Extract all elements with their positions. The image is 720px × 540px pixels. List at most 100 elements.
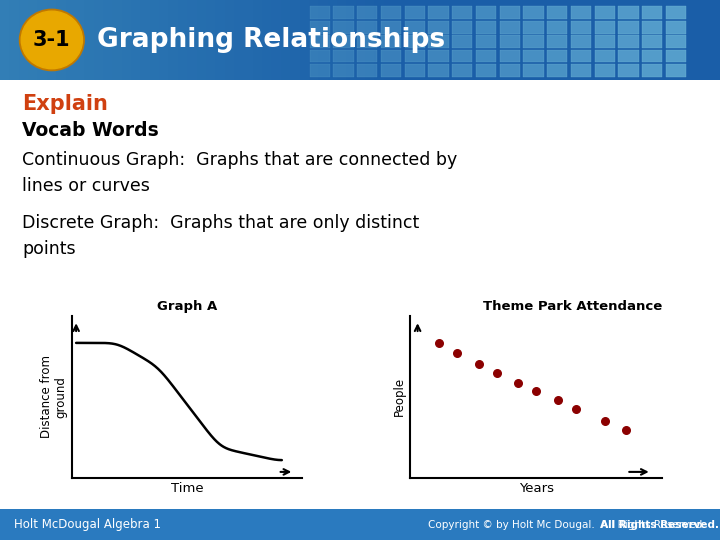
Point bbox=[570, 404, 582, 413]
FancyBboxPatch shape bbox=[357, 50, 377, 62]
FancyBboxPatch shape bbox=[381, 35, 401, 48]
Bar bbox=[187, 0, 197, 80]
Bar bbox=[365, 0, 374, 80]
Bar bbox=[0, 0, 9, 80]
FancyBboxPatch shape bbox=[571, 35, 591, 48]
FancyBboxPatch shape bbox=[666, 64, 686, 77]
Text: Vocab Words: Vocab Words bbox=[22, 121, 158, 140]
Bar bbox=[421, 0, 431, 80]
Bar bbox=[440, 0, 449, 80]
Bar bbox=[75, 0, 84, 80]
Point bbox=[552, 396, 564, 404]
Bar bbox=[309, 0, 318, 80]
Text: Theme Park Attendance: Theme Park Attendance bbox=[483, 300, 662, 313]
FancyBboxPatch shape bbox=[547, 6, 567, 19]
Bar bbox=[84, 0, 94, 80]
Bar bbox=[402, 0, 412, 80]
FancyBboxPatch shape bbox=[666, 50, 686, 62]
FancyBboxPatch shape bbox=[642, 21, 662, 33]
Bar bbox=[393, 0, 402, 80]
FancyBboxPatch shape bbox=[381, 6, 401, 19]
FancyBboxPatch shape bbox=[405, 64, 425, 77]
FancyBboxPatch shape bbox=[666, 21, 686, 33]
FancyBboxPatch shape bbox=[618, 21, 639, 33]
FancyBboxPatch shape bbox=[381, 50, 401, 62]
FancyBboxPatch shape bbox=[310, 64, 330, 77]
FancyBboxPatch shape bbox=[642, 6, 662, 19]
Bar bbox=[197, 0, 206, 80]
FancyBboxPatch shape bbox=[571, 50, 591, 62]
FancyBboxPatch shape bbox=[595, 6, 615, 19]
FancyBboxPatch shape bbox=[547, 64, 567, 77]
Bar bbox=[262, 0, 271, 80]
FancyBboxPatch shape bbox=[310, 6, 330, 19]
FancyBboxPatch shape bbox=[405, 6, 425, 19]
FancyBboxPatch shape bbox=[0, 509, 720, 540]
Text: Discrete Graph:  Graphs that are only distinct
points: Discrete Graph: Graphs that are only dis… bbox=[22, 214, 419, 259]
Point bbox=[531, 387, 542, 395]
Text: All Rights Reserved.: All Rights Reserved. bbox=[600, 519, 719, 530]
FancyBboxPatch shape bbox=[381, 21, 401, 33]
Bar bbox=[103, 0, 112, 80]
Bar bbox=[374, 0, 384, 80]
Text: 3-1: 3-1 bbox=[33, 30, 71, 50]
FancyBboxPatch shape bbox=[428, 6, 449, 19]
FancyBboxPatch shape bbox=[500, 50, 520, 62]
Bar bbox=[28, 0, 37, 80]
FancyBboxPatch shape bbox=[381, 64, 401, 77]
FancyBboxPatch shape bbox=[333, 6, 354, 19]
FancyBboxPatch shape bbox=[428, 21, 449, 33]
Bar bbox=[37, 0, 47, 80]
FancyBboxPatch shape bbox=[666, 6, 686, 19]
X-axis label: Time: Time bbox=[171, 482, 204, 495]
Bar bbox=[112, 0, 122, 80]
FancyBboxPatch shape bbox=[595, 35, 615, 48]
FancyBboxPatch shape bbox=[428, 50, 449, 62]
Bar bbox=[300, 0, 309, 80]
FancyBboxPatch shape bbox=[523, 35, 544, 48]
Bar bbox=[234, 0, 243, 80]
FancyBboxPatch shape bbox=[333, 64, 354, 77]
Bar bbox=[412, 0, 421, 80]
FancyBboxPatch shape bbox=[333, 35, 354, 48]
FancyBboxPatch shape bbox=[571, 21, 591, 33]
FancyBboxPatch shape bbox=[0, 0, 720, 80]
FancyBboxPatch shape bbox=[428, 64, 449, 77]
Text: Explain: Explain bbox=[22, 94, 108, 114]
FancyBboxPatch shape bbox=[642, 50, 662, 62]
Bar bbox=[159, 0, 168, 80]
FancyBboxPatch shape bbox=[357, 6, 377, 19]
FancyBboxPatch shape bbox=[452, 64, 472, 77]
FancyBboxPatch shape bbox=[476, 35, 496, 48]
Bar bbox=[337, 0, 346, 80]
FancyBboxPatch shape bbox=[405, 50, 425, 62]
FancyBboxPatch shape bbox=[642, 64, 662, 77]
Bar bbox=[178, 0, 187, 80]
Bar bbox=[356, 0, 365, 80]
FancyBboxPatch shape bbox=[452, 35, 472, 48]
Bar bbox=[281, 0, 290, 80]
Bar bbox=[253, 0, 262, 80]
FancyBboxPatch shape bbox=[357, 64, 377, 77]
Ellipse shape bbox=[21, 11, 82, 69]
FancyBboxPatch shape bbox=[618, 35, 639, 48]
Bar bbox=[243, 0, 253, 80]
FancyBboxPatch shape bbox=[500, 64, 520, 77]
FancyBboxPatch shape bbox=[357, 21, 377, 33]
FancyBboxPatch shape bbox=[595, 21, 615, 33]
Point bbox=[433, 339, 445, 347]
Bar bbox=[346, 0, 356, 80]
FancyBboxPatch shape bbox=[547, 35, 567, 48]
FancyBboxPatch shape bbox=[500, 35, 520, 48]
Y-axis label: Distance from
ground: Distance from ground bbox=[40, 355, 68, 438]
FancyBboxPatch shape bbox=[452, 50, 472, 62]
Point bbox=[621, 426, 632, 434]
Bar bbox=[19, 0, 28, 80]
FancyBboxPatch shape bbox=[571, 6, 591, 19]
Text: Continuous Graph:  Graphs that are connected by
lines or curves: Continuous Graph: Graphs that are connec… bbox=[22, 151, 457, 195]
Bar bbox=[131, 0, 140, 80]
FancyBboxPatch shape bbox=[523, 50, 544, 62]
Bar bbox=[206, 0, 215, 80]
FancyBboxPatch shape bbox=[500, 21, 520, 33]
Bar bbox=[271, 0, 281, 80]
